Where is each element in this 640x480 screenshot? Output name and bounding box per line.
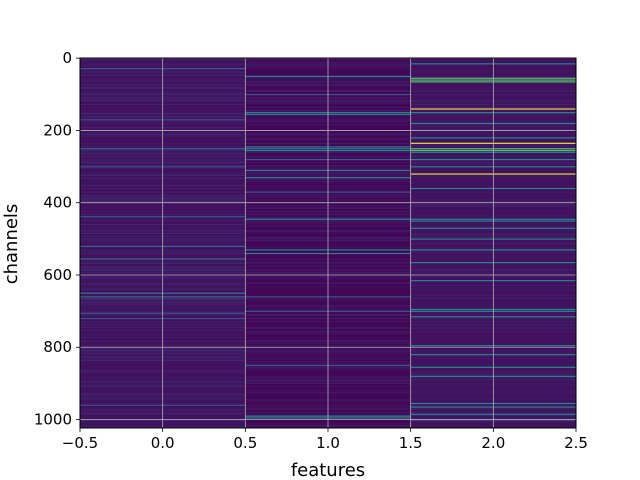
x-tick-label: 0.5 bbox=[233, 434, 257, 452]
x-tick-label: 0.0 bbox=[151, 434, 175, 452]
y-tick-label: 400 bbox=[43, 194, 72, 212]
x-tick-label: 1.5 bbox=[399, 434, 423, 452]
x-axis-label: features bbox=[291, 460, 365, 480]
y-tick-label: 800 bbox=[43, 338, 72, 356]
x-tick-label: 1.0 bbox=[316, 434, 340, 452]
x-axis-ticks: −0.5 0.0 0.5 1.0 1.5 2.0 2.5 bbox=[62, 428, 588, 452]
x-tick-label: 2.0 bbox=[481, 434, 505, 452]
y-tick-label: 1000 bbox=[34, 411, 72, 429]
y-tick-label: 200 bbox=[43, 121, 72, 139]
x-tick-label: 2.5 bbox=[564, 434, 588, 452]
x-tick-label: −0.5 bbox=[62, 434, 98, 452]
y-axis-label: channels bbox=[1, 204, 22, 285]
y-tick-label: 0 bbox=[62, 49, 72, 67]
y-axis-ticks: 0 200 400 600 800 1000 bbox=[34, 49, 80, 429]
y-tick-label: 600 bbox=[43, 266, 72, 284]
